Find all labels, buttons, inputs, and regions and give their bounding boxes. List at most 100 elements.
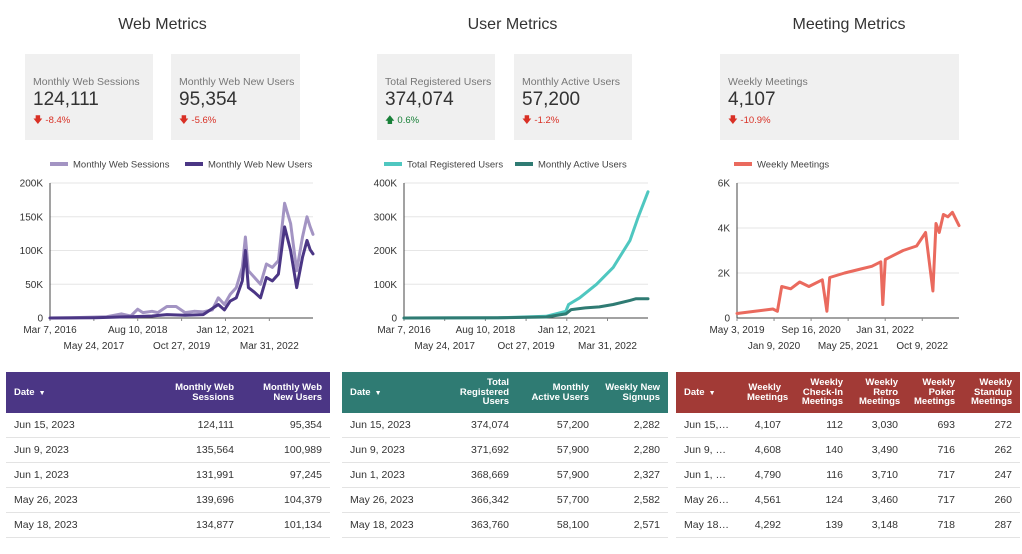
series-line-total-registered-users: [402, 190, 650, 320]
column-header-label: Weekly Meetings: [747, 381, 789, 403]
scorecard-delta: -10.9%: [740, 115, 771, 126]
table-row[interactable]: May 18, 2023 134,877 101,134: [6, 512, 330, 538]
scorecard-label: Monthly Web Sessions: [33, 76, 140, 88]
table-cell: Jun 1, 2023: [6, 462, 158, 488]
scorecard-label: Monthly Web New Users: [179, 76, 295, 88]
y-tick-label: 300K: [374, 212, 398, 223]
arrow-down-icon: 🡇: [522, 115, 532, 126]
table-row[interactable]: May 26, 2023 139,696 104,379: [6, 487, 330, 513]
table-cell: 371,692: [444, 437, 517, 463]
column-header[interactable]: Monthly Web New Users: [242, 372, 330, 413]
table-cell: 2,571: [597, 512, 668, 538]
column-header-label: Date: [350, 386, 371, 398]
column-header[interactable]: Weekly Retro Meetings: [851, 372, 906, 413]
scorecard-value: 124,111: [33, 89, 99, 110]
table-cell: 104,379: [242, 487, 330, 513]
table-cell: 57,200: [517, 413, 597, 438]
table-cell: Jun 9, 2023: [676, 437, 739, 463]
table-cell: 3,490: [851, 437, 906, 463]
user-metrics-section: User Metrics Total Registered Users 374,…: [340, 0, 670, 554]
column-header-label: Weekly Standup Meetings: [971, 376, 1013, 408]
scorecard-value: 374,074: [385, 89, 454, 110]
table-header-row: Date ▼ Monthly Web Sessions Monthly Web New…: [6, 372, 330, 413]
scorecard-value: 57,200: [522, 89, 581, 110]
table-row[interactable]: Jun 9, 2023 4,608 140 3,490 716 262: [676, 437, 1020, 463]
arrow-up-icon: 🡅: [385, 115, 395, 126]
table-cell: 716: [906, 437, 963, 463]
column-header[interactable]: Weekly Check-In Meetings: [789, 372, 851, 413]
table-row[interactable]: May 18, 2023 363,760 58,100 2,571: [342, 512, 668, 538]
scorecard-monthly-web-sessions[interactable]: Monthly Web Sessions 124,111 🡇 -8.4%: [25, 54, 153, 140]
sort-desc-icon[interactable]: ▼: [374, 389, 382, 397]
scorecard-monthly-web-new-users[interactable]: Monthly Web New Users 95,354 🡇 -5.6%: [171, 54, 300, 140]
table-row[interactable]: Jun 1, 2023 368,669 57,900 2,327: [342, 462, 668, 488]
table-row[interactable]: Jun 15, 2023 124,111 95,354: [6, 413, 330, 438]
table-cell: 2,582: [597, 487, 668, 513]
column-header[interactable]: Weekly Standup Meetings: [963, 372, 1020, 413]
y-tick-label: 50K: [25, 280, 43, 291]
arrow-down-icon: 🡇: [33, 115, 43, 126]
sort-desc-icon[interactable]: ▼: [38, 389, 46, 397]
x-tick-label: Mar 7, 2016: [23, 325, 77, 336]
y-tick-label: 200K: [20, 179, 44, 190]
y-tick-label: 150K: [20, 212, 44, 223]
table-cell: 57,700: [517, 487, 597, 513]
table-row[interactable]: Jun 1, 2023 131,991 97,245: [6, 462, 330, 488]
table-row[interactable]: Jun 1, 2023 4,790 116 3,710 717 247: [676, 462, 1020, 488]
table-row[interactable]: Jun 9, 2023 135,564 100,989: [6, 437, 330, 463]
sort-desc-icon[interactable]: ▼: [708, 389, 716, 397]
scorecard-label: Total Registered Users: [385, 76, 492, 88]
table-cell: 140: [789, 437, 851, 463]
table-cell: 57,900: [517, 437, 597, 463]
table-cell: May 18, 2023: [6, 512, 158, 538]
table-cell: 95,354: [242, 413, 330, 438]
web-metrics-section: Web Metrics Monthly Web Sessions 124,111…: [0, 0, 330, 554]
web-metrics-chart[interactable]: Monthly Web Sessions Monthly Web New User…: [0, 150, 330, 355]
table-row[interactable]: Jun 15, 2023 374,074 57,200 2,282: [342, 413, 668, 438]
column-header[interactable]: Weekly New Signups: [597, 372, 668, 413]
column-header[interactable]: Date ▼: [676, 372, 739, 413]
table-cell: 3,460: [851, 487, 906, 513]
table-cell: Jun 9, 2023: [342, 437, 444, 463]
y-tick-label: 200K: [374, 246, 398, 257]
column-header[interactable]: Weekly Poker Meetings: [906, 372, 963, 413]
column-header[interactable]: Weekly Meetings: [739, 372, 789, 413]
table-cell: 116: [789, 462, 851, 488]
web-metrics-table[interactable]: Date ▼ Monthly Web Sessions Monthly Web New…: [6, 372, 330, 538]
x-tick-label: Aug 10, 2018: [456, 325, 516, 336]
table-row[interactable]: Jun 9, 2023 371,692 57,900 2,280: [342, 437, 668, 463]
table-cell: Jun 1, 2023: [342, 462, 444, 488]
user-metrics-chart[interactable]: Total Registered Users Monthly Active Use…: [340, 150, 670, 355]
table-row[interactable]: Jun 15, 2023 4,107 112 3,030 693 272: [676, 413, 1020, 438]
column-header[interactable]: Total Registered Users: [444, 372, 517, 413]
x-tick-label: Oct 27, 2019: [153, 341, 211, 352]
meeting-metrics-chart[interactable]: Weekly Meetings 0 2K 4K 6K May 3, 2019 Jan 9, …: [674, 150, 1022, 355]
legend-label: Monthly Active Users: [538, 160, 627, 171]
column-header[interactable]: Monthly Active Users: [517, 372, 597, 413]
column-header[interactable]: Date ▼: [342, 372, 444, 413]
arrow-down-icon: 🡇: [179, 115, 189, 126]
legend-label: Weekly Meetings: [757, 160, 829, 171]
scorecard-weekly-meetings[interactable]: Weekly Meetings 4,107 🡇 -10.9%: [720, 54, 959, 140]
meeting-metrics-table[interactable]: Date ▼ Weekly Meetings Weekly Check-In Meet…: [676, 372, 1020, 538]
user-metrics-table[interactable]: Date ▼ Total Registered Users Monthly Activ…: [342, 372, 668, 538]
table-row[interactable]: May 26, 2023 366,342 57,700 2,582: [342, 487, 668, 513]
scorecard-monthly-active-users[interactable]: Monthly Active Users 57,200 🡇 -1.2%: [514, 54, 632, 140]
table-cell: May 26, 2023: [342, 487, 444, 513]
section-title: Meeting Metrics: [792, 16, 906, 33]
table-cell: Jun 9, 2023: [6, 437, 158, 463]
column-header-label: Monthly Web New Users: [263, 381, 322, 403]
column-header[interactable]: Monthly Web Sessions: [158, 372, 242, 413]
table-cell: 4,561: [739, 487, 789, 513]
y-tick-label: 4K: [718, 224, 731, 235]
table-cell: 58,100: [517, 512, 597, 538]
scorecard-label: Weekly Meetings: [728, 76, 808, 88]
y-tick-label: 0: [724, 314, 730, 325]
table-cell: 4,790: [739, 462, 789, 488]
table-cell: 134,877: [158, 512, 242, 538]
scorecard-total-registered-users[interactable]: Total Registered Users 374,074 🡅 0.6%: [377, 54, 495, 140]
series-line-monthly-active-users: [402, 297, 650, 320]
column-header[interactable]: Date ▼: [6, 372, 158, 413]
